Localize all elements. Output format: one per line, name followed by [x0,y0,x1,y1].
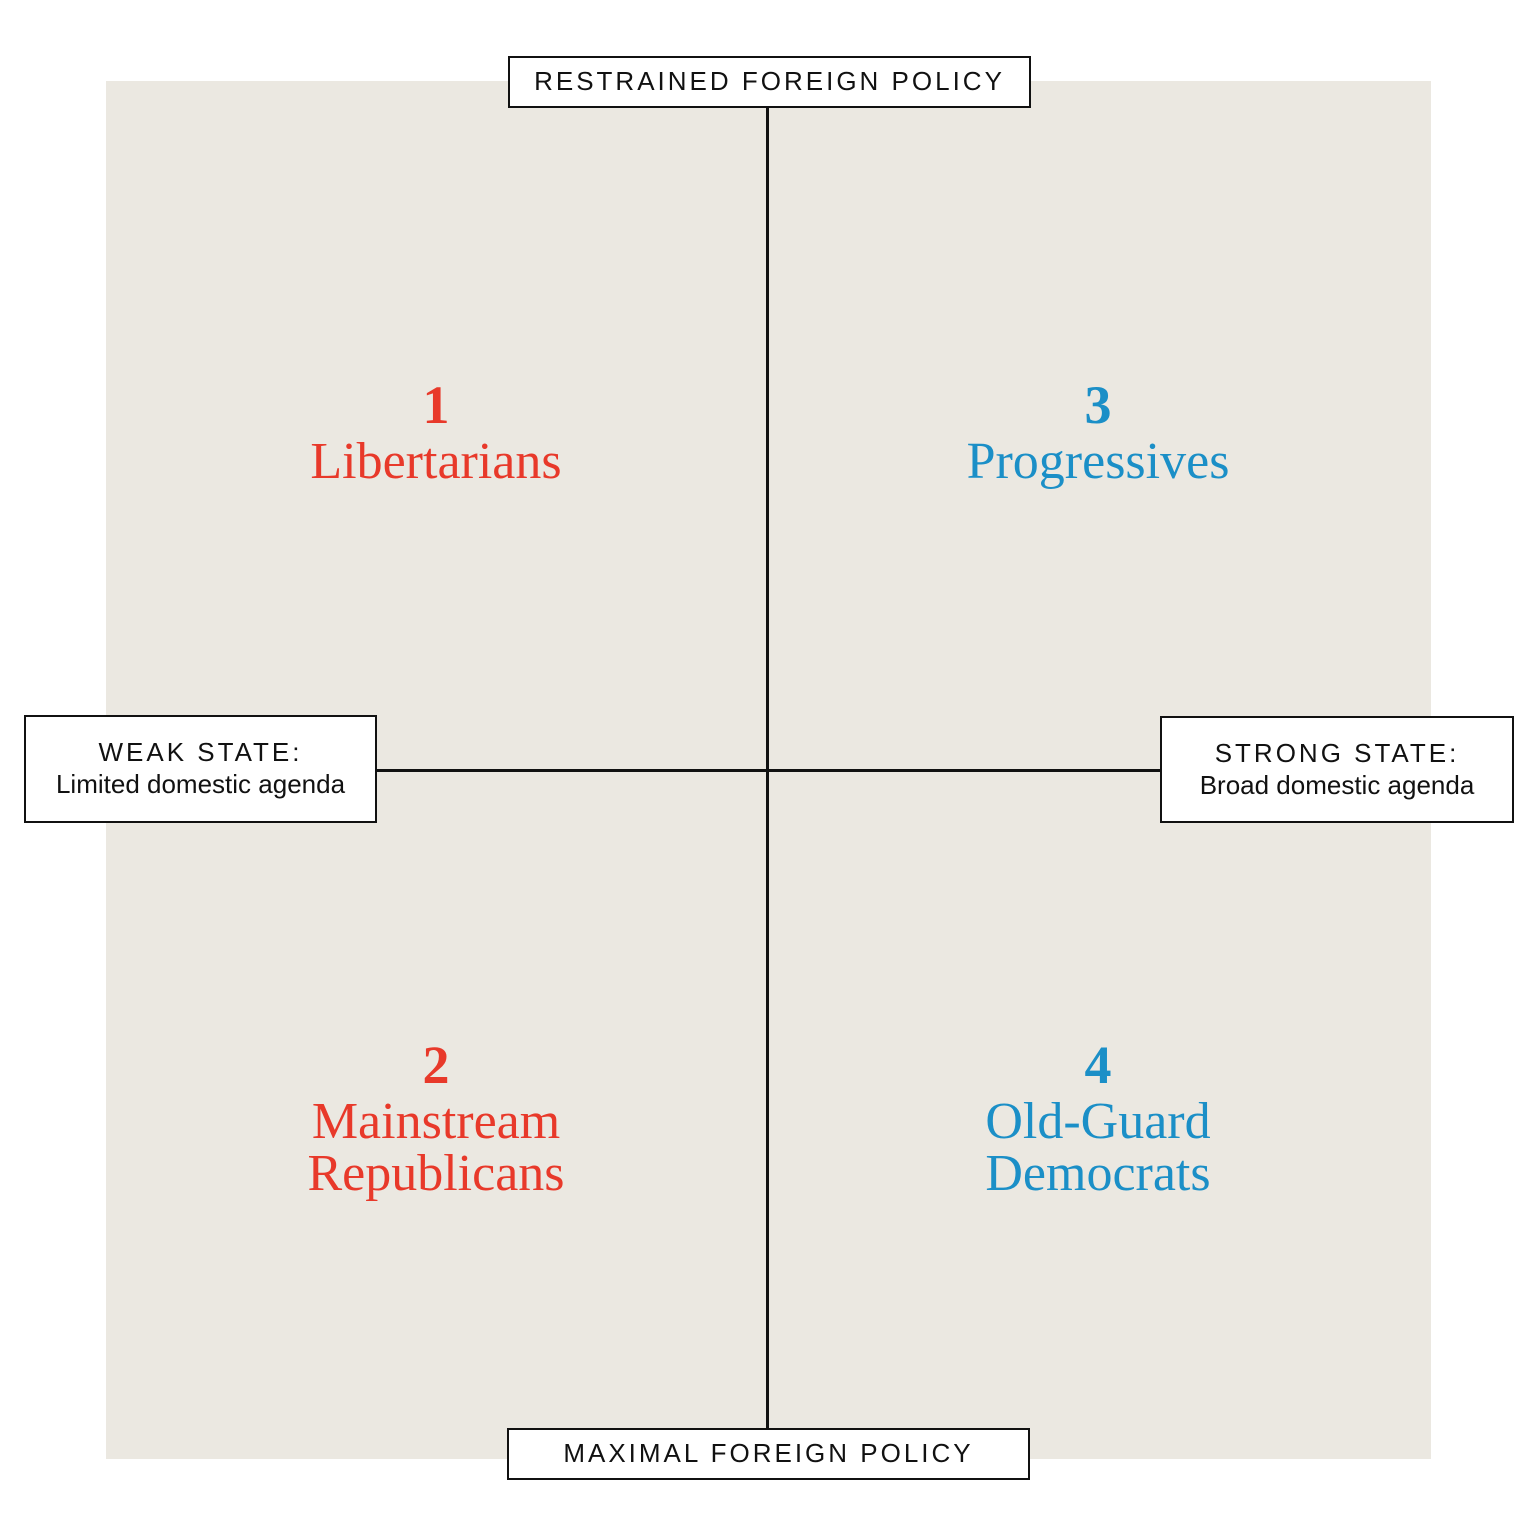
quadrant-number: 2 [422,1035,450,1095]
quadrant-number: 4 [1084,1035,1112,1095]
axis-label-left: WEAK STATE: Limited domestic agenda [24,715,377,823]
quadrant-name: Libertarians [310,433,562,490]
quadrant-name: Progressives [966,433,1230,490]
quadrant-number: 3 [1084,375,1112,435]
quadrant-mainstream-republicans: 2 Mainstream Republicans [156,1038,716,1200]
vertical-axis-line [766,81,769,1429]
axis-label-right-heading: STRONG STATE: [1214,737,1460,768]
quadrant-old-guard-democrats: 4 Old-Guard Democrats [818,1038,1378,1200]
axis-label-left-heading: WEAK STATE: [98,737,303,768]
axis-label-top-text: RESTRAINED FOREIGN POLICY [534,66,1005,97]
axis-label-bottom-text: MAXIMAL FOREIGN POLICY [563,1438,974,1469]
axis-label-right: STRONG STATE: Broad domestic agenda [1160,716,1514,823]
quadrant-progressives: 3 Progressives [818,378,1378,488]
quadrant-libertarians: 1 Libertarians [156,378,716,488]
axis-label-bottom: MAXIMAL FOREIGN POLICY [507,1428,1030,1480]
axis-label-top: RESTRAINED FOREIGN POLICY [508,56,1031,108]
axis-label-left-sub: Limited domestic agenda [55,769,346,800]
quadrant-name: Mainstream Republicans [307,1093,565,1202]
quadrant-name: Old-Guard Democrats [985,1093,1211,1202]
horizontal-axis-line [376,769,1161,772]
quadrant-number: 1 [422,375,450,435]
axis-label-right-sub: Broad domestic agenda [1199,769,1475,800]
